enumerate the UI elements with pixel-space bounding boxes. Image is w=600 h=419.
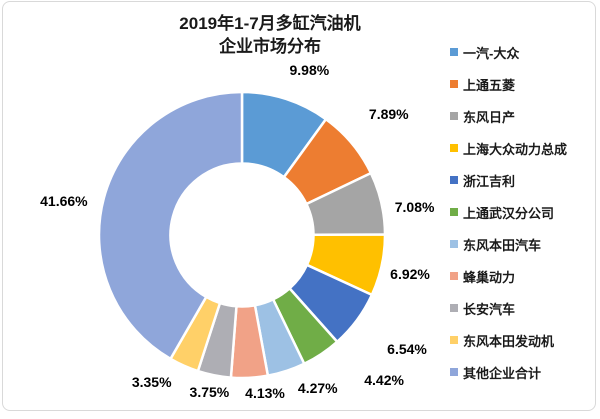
legend-swatch: [450, 144, 458, 152]
legend-item[interactable]: 长安汽车: [450, 292, 567, 324]
legend-label: 蜂巢动力: [463, 269, 516, 285]
legend-item[interactable]: 东风日产: [450, 100, 567, 132]
legend-label: 上海大众动力总成: [463, 141, 568, 157]
legend-label: 上通五菱: [463, 77, 516, 93]
legend-label: 浙江吉利: [463, 173, 516, 189]
legend-item[interactable]: 一汽-大众: [450, 36, 567, 68]
chart-frame: 2019年1-7月多缸汽油机 企业市场分布 9.98% 7.89% 7.08% 6.9…: [2, 1, 596, 411]
legend-item[interactable]: 上海大众动力总成: [450, 132, 567, 164]
legend-swatch: [450, 208, 458, 216]
legend-swatch: [450, 368, 458, 376]
legend-item[interactable]: 东风本田发动机: [450, 324, 567, 356]
legend-swatch: [450, 176, 458, 184]
legend-item[interactable]: 上通武汉分公司: [450, 196, 567, 228]
chart-title-line1: 2019年1-7月多缸汽油机: [179, 14, 361, 33]
chart-title-line2: 企业市场分布: [219, 37, 321, 56]
legend-label: 东风本田发动机: [463, 333, 555, 349]
legend-swatch: [450, 336, 458, 344]
donut-chart: [97, 90, 387, 380]
legend-swatch: [450, 304, 458, 312]
legend-swatch: [450, 240, 458, 248]
legend-label: 东风本田汽车: [463, 237, 542, 253]
legend-item[interactable]: 其他企业合计: [450, 356, 567, 388]
legend-label: 一汽-大众: [463, 45, 520, 61]
legend-label: 东风日产: [463, 109, 516, 125]
chart-title: 2019年1-7月多缸汽油机 企业市场分布: [3, 12, 537, 58]
legend-label: 长安汽车: [463, 301, 516, 317]
legend-swatch: [450, 112, 458, 120]
legend-item[interactable]: 上通五菱: [450, 68, 567, 100]
legend-item[interactable]: 蜂巢动力: [450, 260, 567, 292]
legend-swatch: [450, 272, 458, 280]
legend-swatch: [450, 48, 458, 56]
legend: 一汽-大众上通五菱东风日产上海大众动力总成 浙江吉利上通武汉分公司 东风本田汽车 蜂巢…: [450, 36, 567, 388]
pie-slice[interactable]: [97, 90, 244, 361]
legend-label: 其他企业合计: [463, 365, 542, 381]
legend-item[interactable]: 浙江吉利: [450, 164, 567, 196]
legend-swatch: [450, 80, 458, 88]
legend-item[interactable]: 东风本田汽车: [450, 228, 567, 260]
legend-label: 上通武汉分公司: [463, 205, 555, 221]
